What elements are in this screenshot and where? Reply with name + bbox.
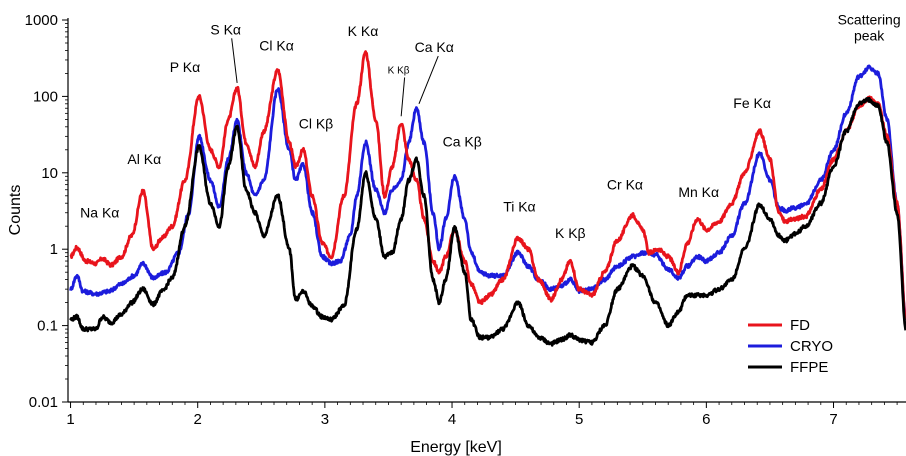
y-tick-label: 0.1 [37,318,58,335]
peak-label: S Kα [210,21,241,37]
y-tick-label: 10 [41,165,58,182]
annotation-pointer [400,77,406,117]
peak-label: Cr Kα [607,177,643,193]
y-tick-label: 0.01 [29,394,58,411]
legend-label: FFPE [790,359,828,376]
peak-label: Ca Kβ [443,134,482,150]
legend: FD CRYO FFPE [748,317,833,376]
x-tick-label: 4 [448,411,456,428]
x-tick-label: 5 [575,411,583,428]
peak-label: P Kα [170,59,200,75]
annotation-pointer [231,38,238,84]
peak-label: Scattering [838,12,901,28]
peak-label: Fe Kα [733,95,771,111]
x-axis-title: Energy [keV] [410,439,502,456]
peak-label: Ca Kα [415,39,454,55]
peak-label: K Kα [348,23,379,39]
peak-label: Ti Kα [503,199,535,215]
legend-label: FD [790,317,810,334]
peak-label: K Kβ [388,65,410,76]
axes: 1 2 3 4 5 6 7 0.01 0.1 1 10 100 1000 [25,12,906,428]
x-tick-label: 1 [66,411,74,428]
x-tick-label: 6 [702,411,710,428]
series-line-ffpe [69,96,906,347]
peak-label: peak [854,27,885,43]
peak-label: Cl Kα [259,37,294,53]
y-tick-label: 1000 [25,12,58,29]
x-tick-label: 3 [321,411,329,428]
peak-label: Al Kα [127,151,161,167]
series-line-fd [69,50,906,321]
peak-label: K Kβ [555,225,586,241]
series-line-cryo [69,64,906,321]
legend-label: CRYO [790,338,833,355]
y-tick-label: 1 [50,241,58,258]
x-tick-label: 7 [829,411,837,428]
peak-label: Cl Kβ [299,116,334,132]
x-tick-label: 2 [194,411,202,428]
peak-label: Mn Kα [678,184,719,200]
y-axis-title: Counts [7,185,24,236]
y-tick-label: 100 [33,88,58,105]
series-lines [69,50,906,347]
annotation-pointer [418,55,439,104]
peak-label: Na Kα [80,204,119,220]
peak-annotations: Na Kα Al Kα P Kα S Kα Cl Kα Cl Kβ K Kα K Kβ Ca K… [80,12,900,241]
